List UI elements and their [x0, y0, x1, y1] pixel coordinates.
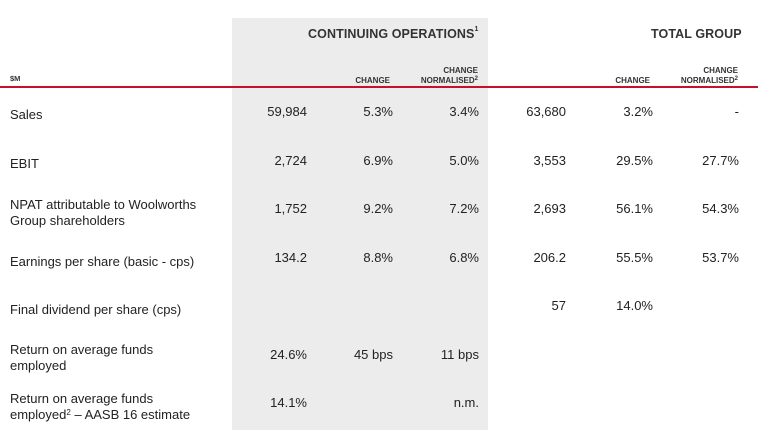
cell: 14.0% — [616, 298, 653, 313]
cell: 6.9% — [363, 153, 393, 168]
cell: 3,553 — [533, 153, 566, 168]
total-change-normalised-header: CHANGE NORMALISED2 — [680, 66, 738, 85]
cell: 27.7% — [702, 153, 739, 168]
cell: 2,693 — [533, 201, 566, 216]
cell: 24.6% — [270, 347, 307, 362]
cell: 3.2% — [623, 104, 653, 119]
cell: 9.2% — [363, 201, 393, 216]
header-rule — [0, 86, 758, 88]
row-label-ebit: EBIT — [10, 156, 39, 171]
total-group-header: TOTAL GROUP — [651, 27, 742, 41]
cont-change-normalised-header: CHANGE NORMALISED2 — [420, 66, 478, 85]
row-label-final-dividend: Final dividend per share (cps) — [10, 302, 182, 317]
cell: 29.5% — [616, 153, 653, 168]
unit-label: $M — [10, 74, 21, 83]
row-label-eps: Earnings per share (basic - cps) — [10, 254, 195, 269]
cell: 56.1% — [616, 201, 653, 216]
cell: 6.8% — [449, 250, 479, 265]
row-label-rofe: Return on average funds employed — [10, 342, 154, 373]
cell: 55.5% — [616, 250, 653, 265]
cell: 54.3% — [702, 201, 739, 216]
cont-change-header: CHANGE — [355, 76, 390, 85]
cell: 5.0% — [449, 153, 479, 168]
cell: 206.2 — [533, 250, 566, 265]
cell: 1,752 — [274, 201, 307, 216]
cell: 134.2 — [274, 250, 307, 265]
continuing-operations-header: CONTINUING OPERATIONS1 — [308, 26, 479, 41]
cell: 7.2% — [449, 201, 479, 216]
cell: - — [734, 104, 739, 119]
cell: 3.4% — [449, 104, 479, 119]
row-label-rofe-aasb16: Return on average funds employed2 – AASB… — [10, 391, 191, 422]
cell: 59,984 — [267, 104, 307, 119]
cell: 2,724 — [274, 153, 307, 168]
row-label-npat: NPAT attributable to Woolworths Group sh… — [10, 197, 197, 228]
row-label-sales: Sales — [10, 107, 43, 122]
cell: 45 bps — [353, 347, 393, 362]
cell: 8.8% — [363, 250, 393, 265]
cell: 5.3% — [363, 104, 393, 119]
cell: n.m. — [453, 395, 479, 410]
cell: 11 bps — [440, 347, 479, 362]
cell: 57 — [551, 298, 566, 313]
cell: 63,680 — [526, 104, 566, 119]
cell: 53.7% — [702, 250, 739, 265]
cell: 14.1% — [270, 395, 307, 410]
total-change-header: CHANGE — [615, 76, 650, 85]
